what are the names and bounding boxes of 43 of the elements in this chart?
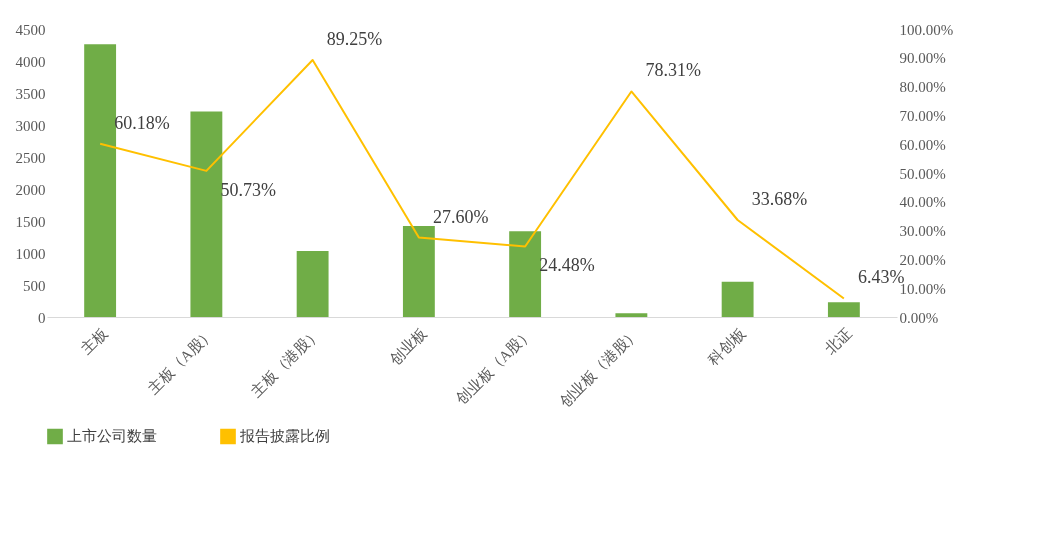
y2-tick-label: 90.00% xyxy=(899,50,946,67)
bar xyxy=(402,226,435,317)
y-tick-label: 2000 xyxy=(15,181,46,198)
y-tick-label: 4000 xyxy=(15,53,46,70)
legend-label: 上市公司数量 xyxy=(67,428,157,445)
x-tick-label: 创业板（A股） xyxy=(453,324,536,408)
y2-tick-label: 50.00% xyxy=(899,165,946,182)
y-tick-label: 0 xyxy=(38,309,46,326)
x-tick-label: 北证 xyxy=(821,324,855,358)
data-label: 27.60% xyxy=(432,206,489,227)
y2-tick-label: 20.00% xyxy=(899,251,946,268)
y2-tick-label: 100.00% xyxy=(899,21,954,38)
y-tick-label: 4500 xyxy=(15,21,46,38)
bar xyxy=(296,251,329,317)
data-label: 33.68% xyxy=(751,189,808,209)
bar xyxy=(84,44,117,317)
y2-tick-label: 60.00% xyxy=(899,136,946,153)
x-tick-label: 创业板（港股） xyxy=(556,324,642,411)
x-tick-label: 创业板 xyxy=(386,324,430,368)
x-tick-label: 主板（港股） xyxy=(248,324,324,400)
bar xyxy=(721,281,754,317)
bar xyxy=(827,302,860,317)
y2-tick-label: 0.00% xyxy=(899,309,939,326)
bar xyxy=(190,111,223,317)
y2-tick-label: 30.00% xyxy=(899,223,946,240)
y2-tick-label: 80.00% xyxy=(899,79,946,96)
bar xyxy=(509,231,542,317)
bar xyxy=(615,313,648,317)
x-tick-label: 主板（A股） xyxy=(144,324,217,397)
x-tick-label: 主板 xyxy=(78,324,111,358)
line-series xyxy=(99,58,845,300)
y-tick-label: 1500 xyxy=(15,213,46,230)
data-label: 89.25% xyxy=(326,28,383,49)
y-tick-label: 2500 xyxy=(15,149,46,166)
y-tick-label: 3000 xyxy=(15,117,46,134)
y-tick-label: 3500 xyxy=(15,85,46,102)
y-tick-label: 1000 xyxy=(15,245,46,262)
legend-label: 报告披露比例 xyxy=(239,428,330,445)
y2-tick-label: 70.00% xyxy=(899,107,946,124)
y2-tick-label: 40.00% xyxy=(899,194,946,211)
data-label: 78.31% xyxy=(645,60,701,81)
y-tick-label: 500 xyxy=(23,277,46,294)
x-tick-label: 科创板 xyxy=(705,324,749,368)
